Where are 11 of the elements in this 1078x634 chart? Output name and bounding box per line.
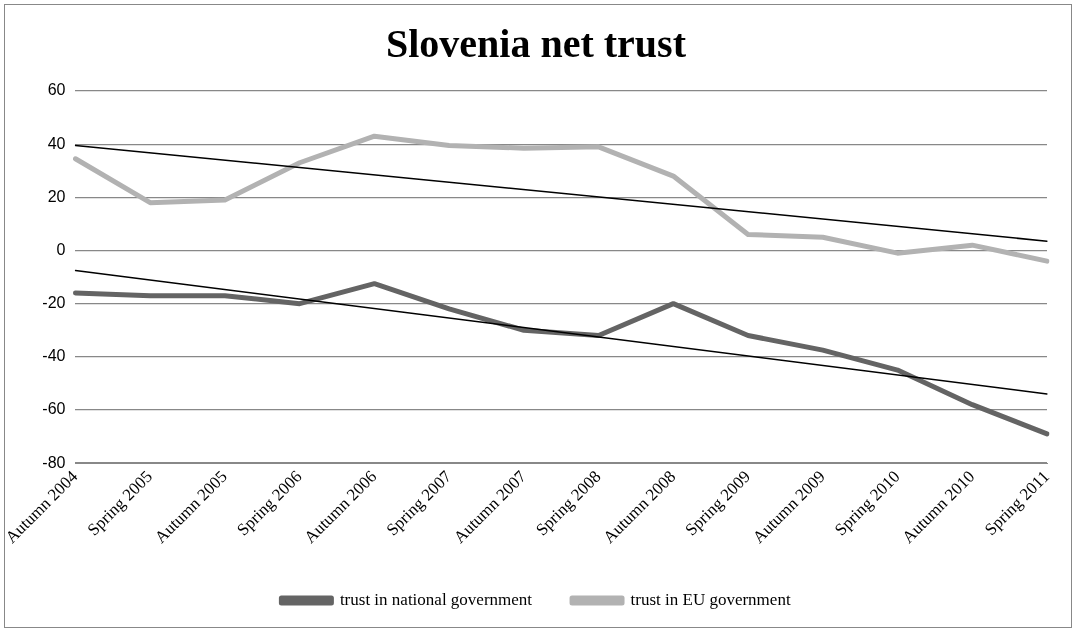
chart-title: Slovenia net trust <box>386 21 687 67</box>
y-tick-label: -20 <box>42 294 66 312</box>
legend-label: trust in EU government <box>630 589 791 609</box>
legend-label: trust in national government <box>339 589 533 609</box>
y-tick-label: 0 <box>56 240 66 258</box>
y-tick-label: -80 <box>42 453 66 471</box>
y-tick-label: 20 <box>47 187 66 205</box>
y-tick-label: -40 <box>42 347 66 365</box>
y-tick-label: 40 <box>47 134 66 152</box>
y-tick-label: 60 <box>47 81 66 99</box>
y-tick-label: -60 <box>42 400 66 418</box>
